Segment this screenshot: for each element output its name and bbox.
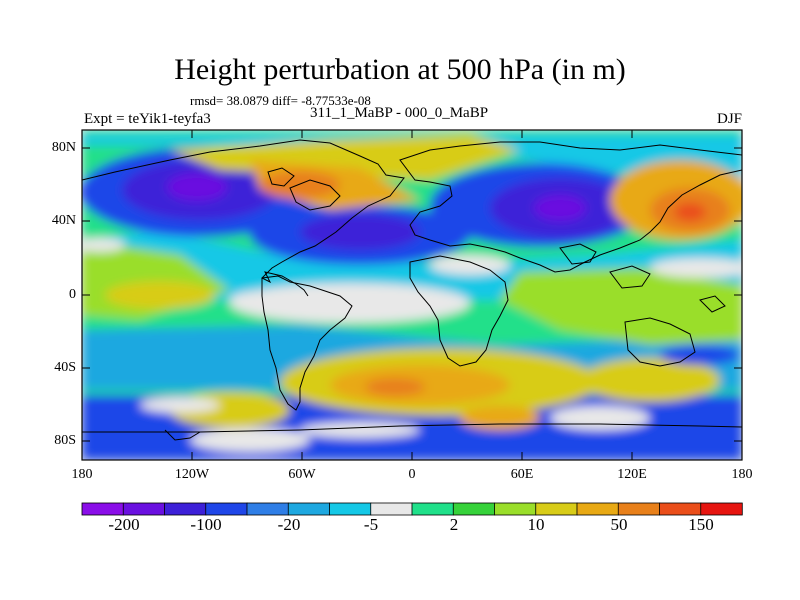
colorbar-swatch bbox=[164, 502, 207, 516]
colorbar-swatch bbox=[659, 502, 702, 516]
colorbar-swatch bbox=[81, 502, 124, 516]
lon-label-180e: 180 bbox=[731, 467, 753, 482]
colorbar-swatch bbox=[700, 502, 743, 516]
coastlines bbox=[82, 139, 742, 441]
experiment-label: Expt = teYik1-teyfa3 bbox=[84, 111, 211, 127]
lon-label-60w: 60W bbox=[288, 467, 316, 482]
colorbar-swatch bbox=[411, 502, 454, 516]
colorbar-label: -5 bbox=[363, 515, 379, 534]
lon-label-60e: 60E bbox=[510, 467, 534, 482]
colorbar-label: 150 bbox=[688, 515, 714, 534]
lon-label-0: 0 bbox=[408, 467, 416, 482]
colorbar-swatch bbox=[494, 502, 537, 516]
colorbar-label: 10 bbox=[527, 515, 545, 534]
period-label: 311_1_MaBP - 000_0_MaBP bbox=[310, 105, 489, 121]
colorbar-swatch bbox=[205, 502, 248, 516]
stats-label: rmsd= 38.0879 diff= -8.77533e-08 bbox=[190, 93, 371, 108]
lon-label-180w: 180 bbox=[71, 467, 93, 482]
lat-label-eq: 0 bbox=[69, 287, 76, 302]
colorbar-swatch bbox=[370, 502, 413, 516]
contour-field bbox=[82, 130, 742, 460]
season-label: DJF bbox=[716, 111, 742, 127]
lat-label-80n: 80N bbox=[51, 140, 76, 155]
colorbar bbox=[81, 502, 743, 516]
plot-title: Height perturbation at 500 hPa (in m) bbox=[174, 53, 626, 86]
colorbar-swatch bbox=[617, 502, 661, 516]
lat-label-40n: 40N bbox=[51, 213, 76, 228]
lat-ticks bbox=[82, 147, 742, 442]
colorbar-label: 50 bbox=[610, 515, 628, 534]
lat-label-80s: 80S bbox=[54, 433, 76, 448]
colorbar-swatch bbox=[535, 502, 578, 516]
colorbar-swatch bbox=[122, 502, 166, 516]
colorbar-label: -20 bbox=[277, 515, 301, 534]
colorbar-label: -100 bbox=[190, 515, 222, 534]
lon-ticks bbox=[81, 130, 743, 460]
lon-label-120w: 120W bbox=[174, 467, 210, 482]
lat-label-40s: 40S bbox=[54, 360, 76, 375]
colorbar-swatch bbox=[329, 502, 372, 516]
colorbar-label: 2 bbox=[449, 515, 459, 534]
colorbar-swatch bbox=[576, 502, 619, 516]
colorbar-swatch bbox=[246, 502, 289, 516]
colorbar-swatch bbox=[452, 502, 496, 516]
colorbar-label: -200 bbox=[108, 515, 140, 534]
colorbar-swatch bbox=[287, 502, 331, 516]
lon-label-120e: 120E bbox=[617, 467, 647, 482]
